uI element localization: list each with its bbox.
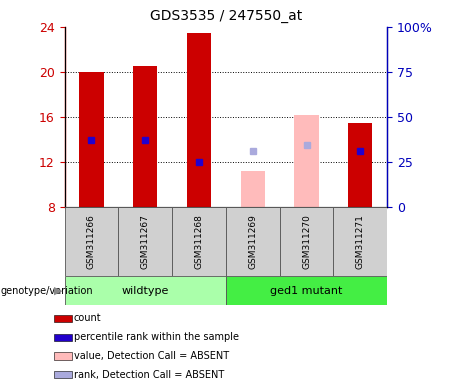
Text: GSM311270: GSM311270 [302, 215, 311, 269]
Text: value, Detection Call = ABSENT: value, Detection Call = ABSENT [74, 351, 229, 361]
Text: ged1 mutant: ged1 mutant [271, 286, 343, 296]
Bar [348, 123, 372, 207]
Text: GSM311268: GSM311268 [195, 215, 203, 269]
Text: GSM311269: GSM311269 [248, 215, 257, 269]
Title: GDS3535 / 247550_at: GDS3535 / 247550_at [150, 9, 302, 23]
Bar [172, 207, 226, 276]
Bar [54, 315, 72, 322]
Text: genotype/variation: genotype/variation [1, 286, 94, 296]
Bar [79, 72, 104, 207]
Bar [133, 66, 157, 207]
Bar [241, 171, 265, 207]
Bar [54, 353, 72, 359]
Text: percentile rank within the sample: percentile rank within the sample [74, 332, 239, 342]
Bar [65, 207, 118, 276]
Bar [187, 33, 211, 207]
Bar [54, 334, 72, 341]
Text: ▶: ▶ [54, 286, 63, 296]
Bar [226, 207, 280, 276]
Text: GSM311266: GSM311266 [87, 215, 96, 269]
Bar [65, 276, 226, 305]
Bar [295, 115, 319, 207]
Text: GSM311271: GSM311271 [356, 215, 365, 269]
Bar [226, 276, 387, 305]
Text: wildtype: wildtype [122, 286, 169, 296]
Bar [118, 207, 172, 276]
Text: GSM311267: GSM311267 [141, 215, 150, 269]
Text: rank, Detection Call = ABSENT: rank, Detection Call = ABSENT [74, 370, 224, 380]
Bar [54, 371, 72, 378]
Text: count: count [74, 313, 101, 323]
Bar [333, 207, 387, 276]
Bar [280, 207, 333, 276]
